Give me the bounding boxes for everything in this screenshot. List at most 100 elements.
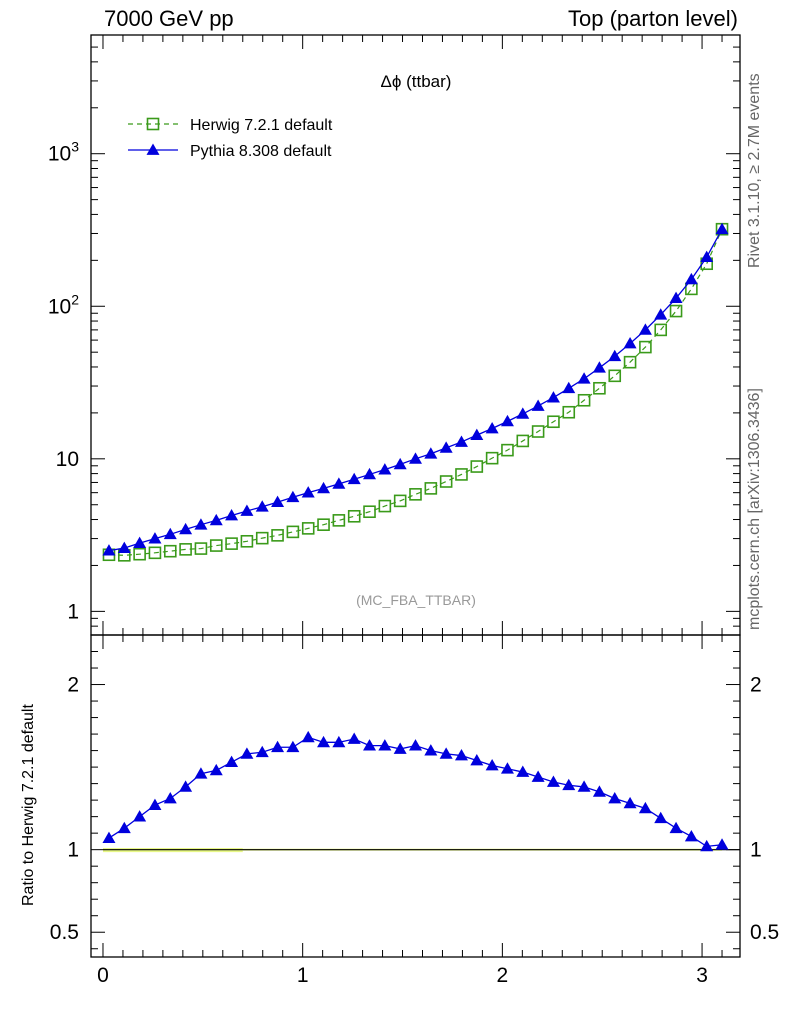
ratio-y-tick-label-right: 1 — [750, 839, 762, 862]
pythia-point — [133, 536, 147, 549]
main-y-tick-label: 102 — [48, 291, 79, 318]
herwig-point — [240, 534, 254, 548]
herwig-point — [393, 494, 407, 508]
herwig-point — [654, 323, 668, 337]
herwig-point — [225, 537, 238, 550]
herwig-point — [424, 482, 438, 495]
pythia-ratio-point — [332, 735, 346, 748]
pythia-ratio-point — [347, 732, 361, 744]
pythia-point — [485, 422, 499, 434]
pythia-ratio-point — [209, 763, 223, 776]
pythia-point — [409, 452, 422, 464]
herwig-point — [301, 522, 315, 535]
ratio-x-tick-label: 0 — [97, 964, 109, 987]
pythia-point — [500, 414, 514, 427]
main-y-tick-label: 10 — [56, 448, 79, 471]
pythia-point — [439, 441, 453, 453]
herwig-point — [470, 460, 484, 473]
herwig-point — [332, 514, 346, 527]
herwig-point — [163, 544, 177, 558]
pythia-point — [240, 504, 254, 516]
pythia-ratio-point — [500, 762, 514, 774]
pythia-ratio-point — [148, 798, 162, 810]
herwig-point — [378, 499, 392, 513]
pythia-point — [470, 428, 484, 440]
pythia-point — [332, 477, 346, 489]
pythia-point — [684, 272, 698, 285]
pythia-ratio-point — [562, 778, 576, 791]
pythia-ratio-point — [363, 739, 377, 751]
pythia-ratio-point — [592, 785, 606, 797]
pythia-ratio-point — [393, 742, 407, 754]
pythia-ratio-point — [700, 839, 714, 852]
pythia-point — [194, 518, 208, 530]
ratio-y-tick-label: 2 — [67, 674, 79, 697]
pythia-point — [225, 509, 239, 521]
herwig-point — [669, 304, 683, 318]
pythia-point — [393, 457, 407, 470]
pythia-ratio-point — [715, 838, 729, 850]
pythia-point — [301, 486, 315, 498]
pythia-ratio-point — [117, 821, 131, 834]
pythia-ratio-point — [286, 740, 300, 753]
herwig-point — [501, 443, 514, 457]
herwig-point — [547, 415, 560, 429]
herwig-point — [485, 451, 499, 465]
pythia-point — [347, 472, 361, 485]
herwig-point — [194, 542, 208, 555]
pythia-ratio-point — [516, 765, 530, 777]
pythia-ratio-point — [163, 791, 177, 804]
pythia-ratio-point — [470, 753, 484, 766]
herwig-point — [455, 468, 468, 481]
ratio-y-tick-label-right: 0.5 — [750, 921, 779, 944]
pythia-point — [378, 463, 392, 475]
herwig-point — [209, 539, 223, 552]
main-panel: 1 10 102 103 Herwig 7.2.1 default Pythia 8.30… — [48, 34, 741, 636]
pythia-point — [592, 361, 606, 373]
pythia-ratio-point — [271, 740, 285, 753]
pythia-point — [700, 250, 714, 262]
pythia-ratio-point — [194, 767, 208, 779]
herwig-point — [133, 547, 146, 561]
pythia-point — [715, 222, 729, 235]
pythia-ratio-point — [577, 780, 591, 792]
herwig-point — [347, 509, 361, 523]
herwig-point — [516, 434, 530, 448]
main-frame — [90, 34, 741, 636]
pythia-point — [163, 527, 177, 540]
ratio-panel: 0 1 2 3 0.5 0.5 1 1 2 2 — [50, 634, 779, 987]
pythia-point — [209, 513, 223, 526]
ratio-frame — [90, 634, 741, 958]
pythia-ratio-line — [108, 736, 723, 848]
herwig-line — [108, 228, 723, 556]
herwig-point — [562, 405, 576, 419]
pythia-ratio-point — [378, 739, 392, 751]
legend-pythia-label: Pythia 8.308 default — [190, 143, 332, 160]
pythia-point — [654, 308, 668, 320]
pythia-ratio-point — [608, 791, 622, 804]
pythia-ratio-point — [531, 770, 545, 782]
pythia-point — [669, 291, 683, 304]
ratio-x-tick-label: 2 — [497, 964, 509, 987]
herwig-point — [255, 531, 269, 545]
main-y-tick-label: 103 — [48, 139, 79, 166]
pythia-point — [516, 407, 530, 419]
herwig-point — [531, 425, 545, 438]
herwig-point — [577, 393, 591, 407]
pythia-ratio-point — [623, 796, 637, 809]
header-right-label: Top (parton level) — [568, 6, 738, 31]
pythia-point — [638, 323, 652, 335]
herwig-point — [363, 505, 376, 519]
legend-herwig-label: Herwig 7.2.1 default — [190, 117, 333, 134]
pythia-ratio-point — [424, 744, 438, 756]
pythia-ratio-point — [102, 831, 116, 843]
herwig-point — [593, 381, 606, 395]
legend-pythia-marker — [146, 143, 160, 155]
herwig-point — [409, 488, 422, 501]
pythia-ratio-point — [684, 829, 698, 842]
pythia-point — [271, 495, 285, 508]
pythia-point — [531, 399, 545, 411]
herwig-point — [286, 525, 300, 539]
header-left-label: 7000 GeV pp — [104, 6, 234, 31]
